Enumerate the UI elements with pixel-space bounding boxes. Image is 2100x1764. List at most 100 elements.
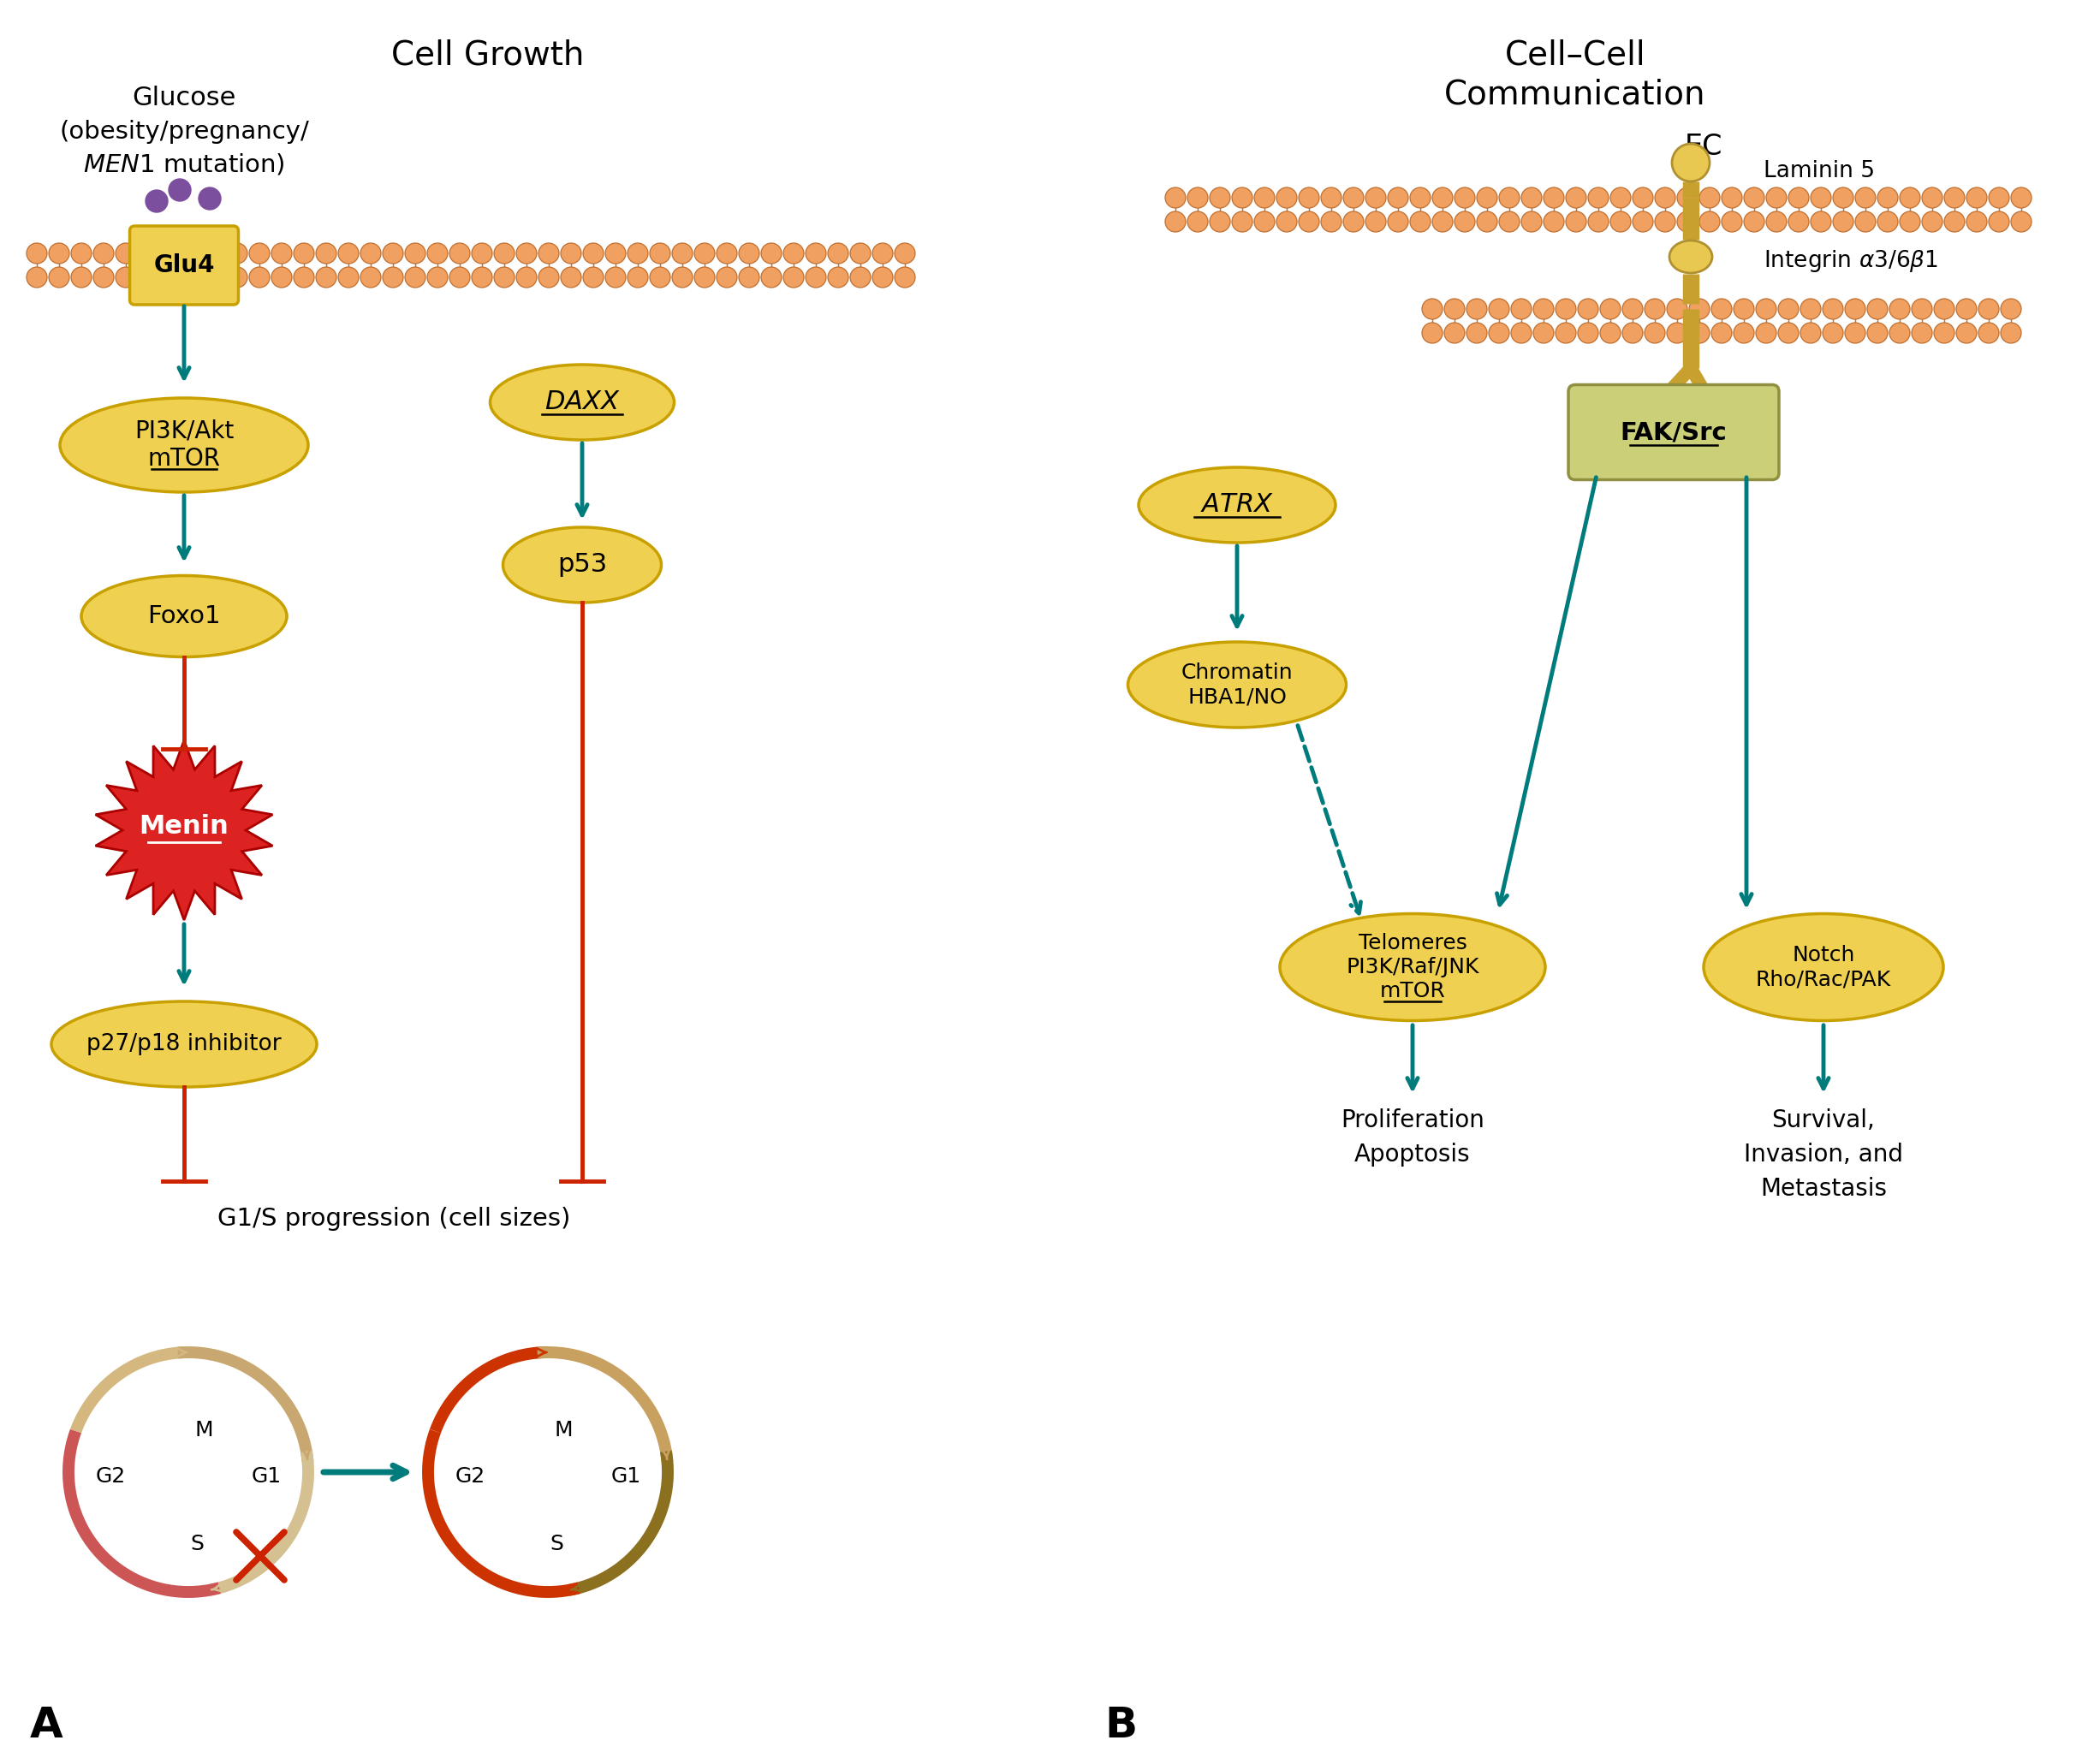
- Circle shape: [1867, 323, 1888, 344]
- Circle shape: [183, 243, 204, 263]
- Circle shape: [872, 243, 892, 263]
- Circle shape: [71, 266, 92, 288]
- Circle shape: [1766, 187, 1787, 208]
- Circle shape: [115, 243, 136, 263]
- Circle shape: [1344, 187, 1363, 208]
- Text: M: M: [195, 1420, 212, 1441]
- Text: mTOR: mTOR: [1380, 981, 1445, 1002]
- Circle shape: [1623, 323, 1642, 344]
- Circle shape: [449, 243, 470, 263]
- Circle shape: [872, 266, 892, 288]
- Circle shape: [27, 243, 46, 263]
- Circle shape: [71, 243, 92, 263]
- Circle shape: [405, 243, 426, 263]
- Circle shape: [1957, 323, 1976, 344]
- Ellipse shape: [50, 1002, 317, 1087]
- Circle shape: [1978, 323, 1999, 344]
- Circle shape: [1766, 212, 1787, 231]
- Circle shape: [1672, 145, 1709, 182]
- Circle shape: [1567, 212, 1586, 231]
- Text: Survival,: Survival,: [1772, 1108, 1875, 1132]
- Circle shape: [1499, 212, 1520, 231]
- Circle shape: [1735, 298, 1754, 319]
- Circle shape: [1233, 212, 1252, 231]
- Circle shape: [1321, 187, 1342, 208]
- Circle shape: [1445, 323, 1466, 344]
- Text: Menin: Menin: [139, 815, 229, 840]
- Circle shape: [1422, 323, 1443, 344]
- Circle shape: [361, 243, 380, 263]
- Text: G1: G1: [611, 1466, 640, 1487]
- Circle shape: [426, 243, 447, 263]
- Circle shape: [1543, 187, 1564, 208]
- Circle shape: [1966, 187, 1987, 208]
- FancyBboxPatch shape: [130, 226, 239, 305]
- Circle shape: [1476, 212, 1497, 231]
- Circle shape: [1743, 187, 1764, 208]
- Circle shape: [1445, 298, 1466, 319]
- Circle shape: [850, 243, 871, 263]
- Circle shape: [1655, 212, 1676, 231]
- Circle shape: [1556, 298, 1577, 319]
- Circle shape: [1688, 298, 1709, 319]
- Text: G1/S progression (cell sizes): G1/S progression (cell sizes): [216, 1207, 571, 1231]
- Circle shape: [1934, 298, 1955, 319]
- Circle shape: [405, 266, 426, 288]
- Circle shape: [1846, 298, 1865, 319]
- Circle shape: [1466, 298, 1487, 319]
- Circle shape: [827, 266, 848, 288]
- Text: Chromatin: Chromatin: [1180, 663, 1294, 683]
- Circle shape: [204, 266, 225, 288]
- Circle shape: [250, 243, 269, 263]
- Circle shape: [1655, 187, 1676, 208]
- Circle shape: [1921, 212, 1942, 231]
- Circle shape: [1432, 212, 1453, 231]
- Circle shape: [1520, 187, 1541, 208]
- Circle shape: [1779, 323, 1800, 344]
- Text: Foxo1: Foxo1: [147, 605, 220, 628]
- Circle shape: [1543, 212, 1564, 231]
- Circle shape: [1632, 187, 1653, 208]
- Circle shape: [1911, 323, 1932, 344]
- Circle shape: [1966, 212, 1987, 231]
- Text: Laminin 5: Laminin 5: [1764, 161, 1875, 182]
- Circle shape: [338, 243, 359, 263]
- Circle shape: [2001, 298, 2020, 319]
- Circle shape: [1254, 187, 1275, 208]
- Circle shape: [1233, 187, 1252, 208]
- Circle shape: [2001, 323, 2020, 344]
- Circle shape: [473, 243, 491, 263]
- Circle shape: [1989, 187, 2010, 208]
- Circle shape: [1810, 187, 1831, 208]
- Circle shape: [1588, 212, 1609, 231]
- Circle shape: [227, 243, 248, 263]
- Circle shape: [1779, 298, 1800, 319]
- FancyBboxPatch shape: [1569, 385, 1779, 480]
- Circle shape: [1833, 187, 1854, 208]
- Text: G1: G1: [252, 1466, 281, 1487]
- Text: Telomeres: Telomeres: [1359, 933, 1468, 954]
- Text: p27/p18 inhibitor: p27/p18 inhibitor: [86, 1034, 281, 1055]
- Circle shape: [1365, 187, 1386, 208]
- Circle shape: [160, 266, 181, 288]
- Text: Cell–Cell
Communication: Cell–Cell Communication: [1445, 39, 1705, 111]
- Circle shape: [1890, 298, 1909, 319]
- Ellipse shape: [82, 575, 288, 656]
- Circle shape: [1800, 298, 1821, 319]
- Circle shape: [1556, 323, 1577, 344]
- Text: S: S: [191, 1533, 204, 1554]
- Text: G2: G2: [456, 1466, 485, 1487]
- Circle shape: [1699, 187, 1720, 208]
- Circle shape: [1254, 212, 1275, 231]
- Circle shape: [1321, 212, 1342, 231]
- Circle shape: [294, 266, 315, 288]
- Circle shape: [1833, 212, 1854, 231]
- Circle shape: [1945, 187, 1966, 208]
- Circle shape: [1600, 323, 1621, 344]
- Circle shape: [449, 266, 470, 288]
- Circle shape: [584, 266, 603, 288]
- Circle shape: [1823, 323, 1844, 344]
- Circle shape: [1722, 187, 1743, 208]
- Circle shape: [716, 266, 737, 288]
- Circle shape: [338, 266, 359, 288]
